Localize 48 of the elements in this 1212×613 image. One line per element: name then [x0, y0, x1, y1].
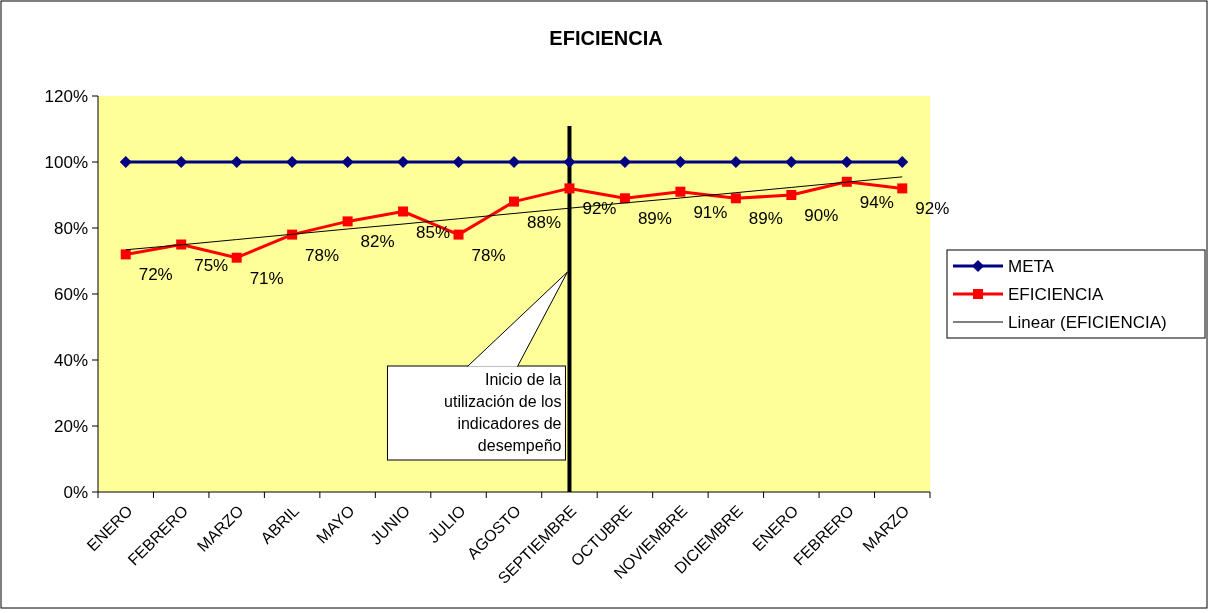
data-label: 92%	[582, 199, 617, 219]
point	[120, 249, 131, 260]
point	[341, 156, 354, 168]
point	[453, 229, 464, 240]
point	[785, 156, 798, 168]
point	[896, 156, 909, 168]
data-label: 82%	[360, 232, 395, 252]
ref-line-label: Inicio de la utilización de los indicadores de desempeño	[444, 371, 562, 454]
y-tick-label: 60%	[53, 284, 88, 304]
data-label: 72%	[138, 265, 173, 285]
point	[674, 156, 687, 168]
legend-label: META	[1008, 256, 1055, 276]
point	[508, 156, 520, 168]
point	[342, 216, 353, 227]
point	[897, 183, 908, 194]
data-label: 78%	[471, 245, 506, 265]
legend-label: EFICIENCIA	[1008, 284, 1105, 304]
data-label: 91%	[693, 202, 728, 222]
point	[619, 193, 630, 204]
point	[675, 186, 686, 197]
point	[563, 156, 576, 168]
y-tick-label: 80%	[53, 218, 88, 238]
point	[786, 190, 797, 200]
point	[509, 196, 519, 207]
point	[564, 183, 575, 194]
data-label: 89%	[748, 209, 783, 229]
point	[398, 206, 409, 217]
point	[452, 156, 465, 168]
y-tick-label: 40%	[53, 350, 88, 370]
y-tick-label: 20%	[53, 416, 88, 436]
data-label: 71%	[249, 268, 284, 288]
data-label: 90%	[804, 206, 839, 225]
data-label: 92%	[915, 199, 950, 219]
data-label: 94%	[859, 192, 894, 212]
point	[230, 156, 243, 168]
data-label: 78%	[305, 245, 340, 265]
point	[730, 193, 741, 204]
y-tick-label: 120%	[44, 86, 88, 106]
data-label: 85%	[416, 222, 451, 242]
legend-label: Linear (EFICIENCIA)	[1008, 312, 1167, 332]
y-tick-label: 0%	[63, 482, 88, 502]
chart-title: EFICIENCIA	[549, 27, 663, 49]
data-label: 88%	[526, 212, 562, 232]
point	[119, 156, 132, 168]
y-tick-label: 100%	[44, 152, 88, 172]
data-label: 89%	[637, 209, 672, 229]
point	[231, 252, 242, 263]
data-label: 75%	[194, 255, 229, 275]
